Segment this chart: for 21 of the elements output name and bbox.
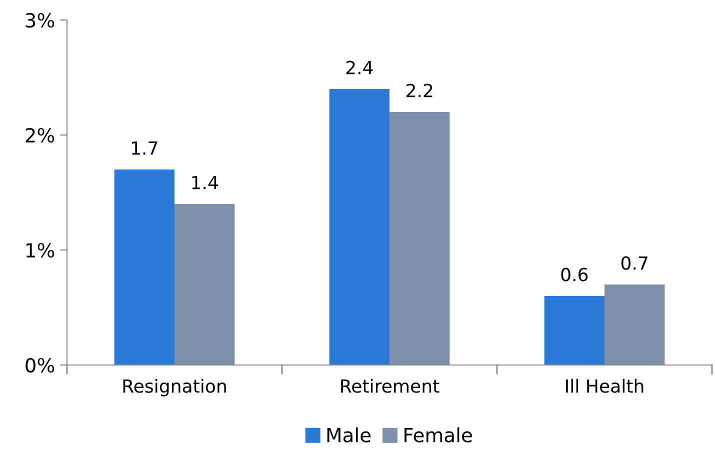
x-tick-label: Resignation: [123, 378, 226, 396]
y-tick-label: 2%: [26, 128, 54, 143]
data-label: 2.4: [346, 60, 373, 74]
x-tick-label: Ill Health: [566, 378, 644, 393]
bar: [390, 112, 450, 365]
bar: [114, 170, 174, 365]
data-label: 0.7: [621, 256, 648, 270]
legend-label: Female: [404, 427, 472, 442]
data-label: 2.2: [406, 84, 432, 98]
data-label: 0.6: [561, 268, 588, 282]
data-label: 1.7: [132, 141, 158, 155]
legend-label: Male: [327, 427, 371, 442]
x-tick-label: Retirement: [341, 378, 440, 393]
bar: [544, 296, 604, 365]
y-tick-label: 1%: [26, 242, 54, 258]
y-tick-label: 0%: [26, 358, 54, 373]
y-tick-label: 3%: [26, 12, 54, 28]
bar: [604, 284, 665, 365]
bar: [329, 89, 390, 365]
bar: [174, 204, 235, 365]
data-label: 1.4: [192, 176, 218, 190]
